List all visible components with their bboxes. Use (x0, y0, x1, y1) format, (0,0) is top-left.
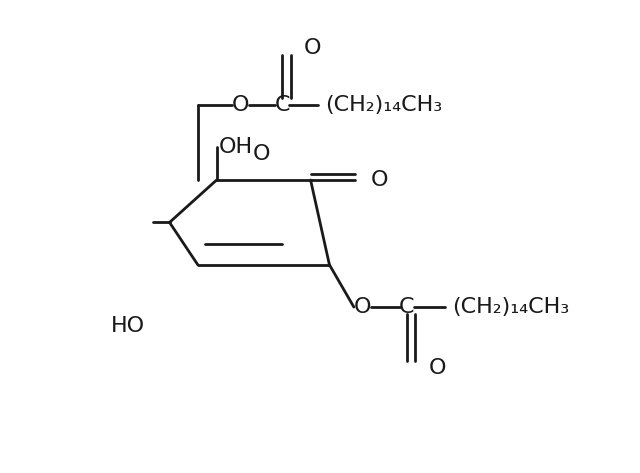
Text: (CH₂)₁₄CH₃: (CH₂)₁₄CH₃ (452, 297, 569, 317)
Text: O: O (304, 38, 321, 58)
Text: O: O (353, 297, 371, 317)
Text: O: O (252, 144, 270, 164)
Text: OH: OH (219, 137, 253, 157)
Text: O: O (231, 95, 249, 115)
Text: O: O (429, 358, 446, 378)
Text: O: O (371, 170, 388, 190)
Text: C: C (399, 297, 415, 317)
Text: (CH₂)₁₄CH₃: (CH₂)₁₄CH₃ (324, 95, 442, 115)
Text: C: C (275, 95, 290, 115)
Text: HO: HO (111, 316, 145, 336)
